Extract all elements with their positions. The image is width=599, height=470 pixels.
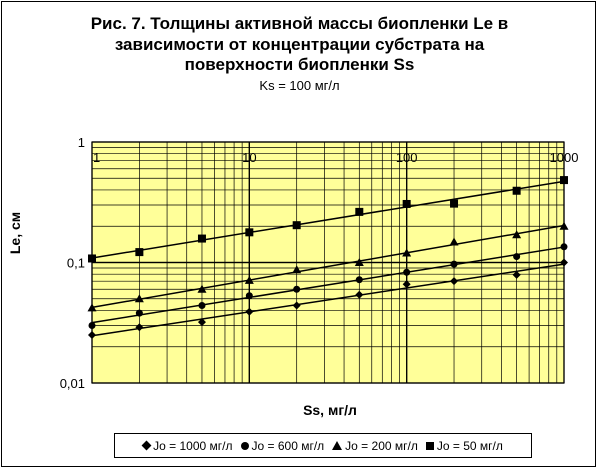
series-4-point [135, 248, 144, 257]
series-2-point [198, 301, 206, 309]
series-2-trendline [91, 246, 565, 324]
circle-marker-icon [240, 441, 249, 450]
series-2-point [403, 268, 411, 276]
series-3-point [134, 294, 144, 303]
series-3-point [449, 237, 459, 246]
series-4-point [560, 176, 568, 185]
series-2-point [135, 309, 143, 317]
series-1-point [197, 318, 206, 327]
series-3-point [354, 258, 364, 266]
legend-item-2: Jo = 600 мг/л [240, 438, 325, 453]
legend-item-3: Jo = 200 мг/л [332, 439, 418, 453]
x-tick-label: 10 [242, 150, 256, 165]
series-1-point [560, 258, 568, 267]
series-2-point [355, 276, 363, 284]
chart-title-line-2: зависимости от концентрации субстрата на [114, 35, 485, 54]
x-tick-label: 1000 [550, 150, 579, 165]
series-3-point [244, 275, 254, 284]
chart-title-line-1: Рис. 7. Толщины активной массы биопленки… [90, 14, 509, 33]
series-3-point [512, 230, 522, 239]
series-1-point [292, 301, 301, 310]
legend-label-1: Jo = 1000 мг/л [153, 438, 233, 453]
legend-item-1: Jo = 1000 мг/л [141, 438, 233, 453]
series-2-point [88, 322, 96, 330]
series-3-point [292, 265, 302, 274]
square-marker-icon [425, 441, 434, 450]
legend-label-4: Jo = 50 мг/л [436, 438, 503, 453]
legend-label-3: Jo = 200 мг/л [345, 438, 418, 453]
series-4-trendline [91, 180, 565, 259]
series-4-point [197, 234, 206, 243]
series-4-point [292, 221, 301, 230]
y-tick-label: 1 [78, 135, 85, 150]
series-3-point [402, 248, 412, 257]
series-4-point [402, 199, 411, 208]
series-1-point [88, 331, 96, 340]
series-3-point [87, 303, 97, 312]
series-2-point [513, 253, 521, 261]
series-1-point [355, 290, 364, 299]
x-tick-label: 1 [93, 150, 100, 165]
series-4-point [245, 228, 254, 237]
series-1-point [245, 307, 254, 316]
triangle-marker-icon [332, 441, 343, 450]
chart-title-line-3: поверхности биопленки Ss [184, 55, 415, 74]
series-3-trendline [91, 224, 565, 309]
series-2-point [245, 292, 253, 300]
series-1-point [512, 270, 521, 279]
series-3-point [559, 221, 569, 230]
y-axis-label: Le, см [7, 211, 24, 255]
legend-item-4: Jo = 50 мг/л [425, 438, 503, 453]
series-2-point [293, 285, 301, 293]
series-4-point [450, 199, 459, 208]
y-tick-label: 0,01 [60, 376, 85, 391]
series-3-point [197, 284, 207, 293]
legend: Jo = 1000 мг/л Jo = 600 мг/л Jo = 200 мг… [114, 433, 532, 458]
series-4-point [355, 207, 364, 216]
series-1-point [450, 277, 459, 286]
diamond-marker-icon [141, 440, 152, 451]
series-1-point [402, 280, 411, 289]
y-tick-label: 0,1 [67, 256, 85, 271]
series-2-point [560, 243, 568, 251]
x-axis-label: Ss, мг/л [303, 402, 357, 418]
chart-subtitle: Ks = 100 мг/л [259, 78, 340, 93]
series-1-trendline [91, 263, 565, 337]
series-1-point [135, 323, 144, 332]
x-tick-label: 100 [396, 150, 418, 165]
legend-label-2: Jo = 600 мг/л [251, 438, 325, 453]
series-4-point [88, 254, 96, 263]
series-2-point [450, 260, 458, 268]
series-4-point [512, 186, 521, 195]
